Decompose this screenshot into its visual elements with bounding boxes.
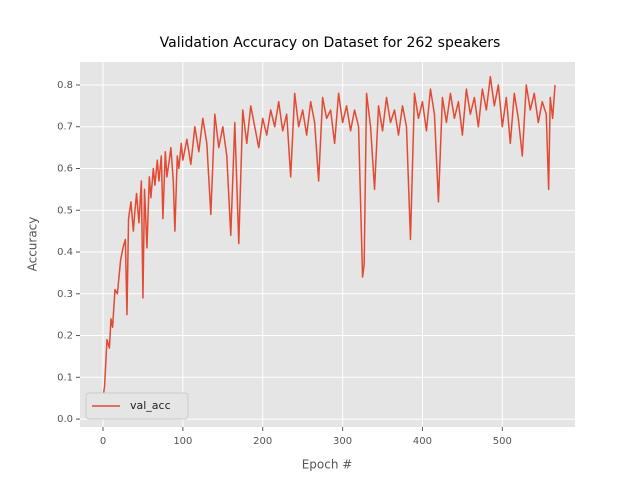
plot-area — [80, 62, 575, 427]
y-axis-label: Accuracy — [26, 217, 40, 272]
y-tick-label: 0.6 — [57, 163, 73, 174]
y-tick-label: 0.1 — [57, 372, 73, 383]
x-tick-label: 0 — [100, 436, 106, 447]
x-tick-label: 100 — [173, 436, 192, 447]
y-tick-label: 0.5 — [57, 205, 73, 216]
grid — [76, 62, 575, 431]
legend: val_acc — [85, 392, 189, 420]
legend-label: val_acc — [130, 399, 171, 412]
chart-title: Validation Accuracy on Dataset for 262 s… — [160, 35, 501, 51]
y-tick-label: 0.8 — [57, 80, 73, 91]
y-tick-label: 0.7 — [57, 122, 73, 133]
data-line — [102, 75, 556, 399]
y-tick-label: 0.3 — [57, 289, 73, 300]
y-tick-label: 0.4 — [57, 247, 73, 258]
y-tick-label: 0.0 — [57, 414, 73, 425]
x-tick-label: 400 — [413, 436, 432, 447]
marks — [102, 75, 556, 399]
x-tick-label: 300 — [333, 436, 352, 447]
legend-box — [85, 392, 189, 420]
x-tick-label: 200 — [253, 436, 272, 447]
x-tick-label: 500 — [493, 436, 512, 447]
y-tick-label: 0.2 — [57, 331, 73, 342]
x-axis-label: Epoch # — [302, 458, 353, 472]
